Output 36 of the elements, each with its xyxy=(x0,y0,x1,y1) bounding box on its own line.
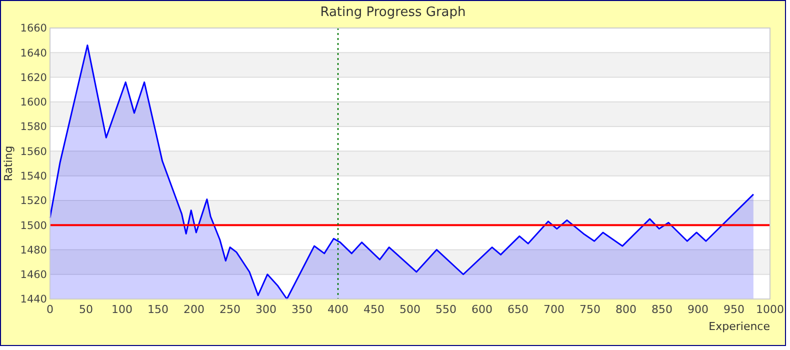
x-axis-title: Experience xyxy=(708,320,770,333)
x-tick-label: 450 xyxy=(364,303,384,316)
y-tick-label: 1560 xyxy=(20,146,47,158)
x-tick-label: 0 xyxy=(46,303,54,316)
y-tick-label: 1580 xyxy=(20,121,47,134)
x-tick-label: 550 xyxy=(436,303,456,316)
y-tick-label: 1460 xyxy=(20,269,47,282)
x-tick-label: 150 xyxy=(148,303,168,316)
x-tick-label: 300 xyxy=(256,303,276,316)
x-tick-label: 850 xyxy=(652,303,672,316)
x-tick-label: 50 xyxy=(79,303,93,316)
y-axis-title: Rating xyxy=(2,146,15,182)
x-tick-label: 250 xyxy=(220,303,240,316)
y-tick-label: 1540 xyxy=(20,170,47,182)
y-tick-label: 1620 xyxy=(20,72,47,84)
x-tick-label: 600 xyxy=(472,303,492,316)
y-tick-label: 1640 xyxy=(20,47,47,60)
x-tick-label: 900 xyxy=(688,303,708,316)
y-tick-label: 1600 xyxy=(20,96,47,109)
x-tick-label: 100 xyxy=(112,303,132,316)
x-tick-label: 750 xyxy=(580,303,600,316)
x-tick-label: 700 xyxy=(544,303,564,316)
x-tick-label: 400 xyxy=(328,303,348,316)
chart-title: Rating Progress Graph xyxy=(320,5,466,20)
y-tick-label: 1440 xyxy=(20,294,47,306)
x-tick-label: 800 xyxy=(616,303,636,316)
x-tick-label: 1000 xyxy=(756,303,784,316)
x-tick-label: 200 xyxy=(184,303,204,316)
x-tick-label: 650 xyxy=(508,303,528,316)
x-tick-label: 350 xyxy=(292,303,312,316)
y-tick-label: 1500 xyxy=(20,220,47,232)
x-tick-label: 500 xyxy=(400,303,420,316)
x-tick-label: 950 xyxy=(724,303,744,316)
y-tick-label: 1480 xyxy=(20,244,47,256)
y-tick-label: 1660 xyxy=(20,22,47,35)
y-tick-label: 1520 xyxy=(20,195,47,208)
